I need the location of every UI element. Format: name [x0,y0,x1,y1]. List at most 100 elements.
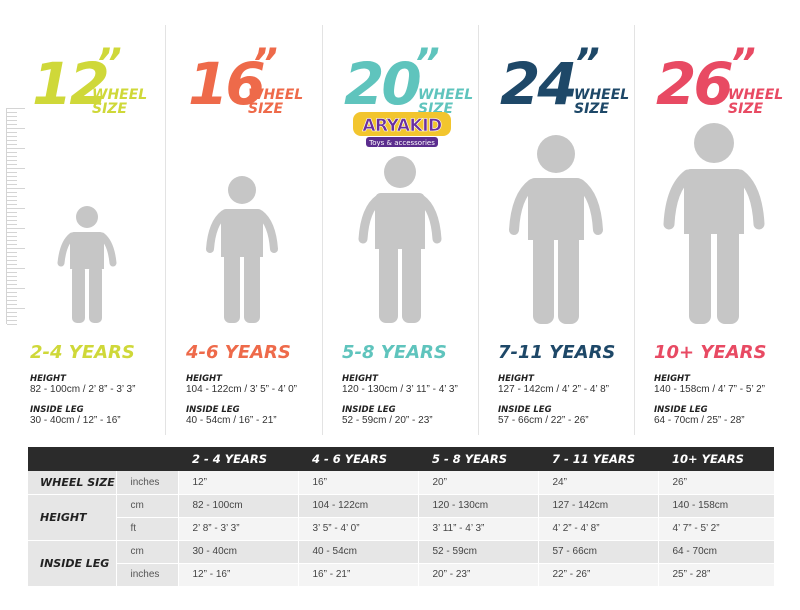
table-cell: 16” [298,471,419,495]
ruler-tick [7,212,17,213]
row-label-inside-leg: INSIDE LEG [28,540,117,587]
inside-leg-label: INSIDE LEG [186,405,240,415]
height-ruler [6,108,28,325]
inside-leg-label: INSIDE LEG [654,405,708,415]
ruler-tick [7,152,17,153]
ruler-tick [7,296,17,297]
inside-leg-value: 40 - 54cm / 16” - 21” [186,415,277,426]
height-value: 82 - 100cm / 2’ 8” - 3’ 3” [30,384,136,395]
ruler-tick [7,252,17,253]
size-word: SIZE [728,101,764,117]
table-cell: 30 - 40cm [178,540,299,564]
age-range: 2-4 YEARS [30,342,135,363]
ruler-tick [7,220,17,221]
table-row: ft 2’ 8” - 3’ 3” 3’ 5” - 4’ 0” 3’ 11” - … [28,517,775,541]
ruler-tick [7,184,17,185]
ruler-tick [7,128,25,129]
height-label: HEIGHT [498,374,534,384]
table-cell: 2’ 8” - 3’ 3” [178,517,299,541]
inside-leg-label: INSIDE LEG [30,405,84,415]
wheel-word: WHEEL [574,87,630,103]
ruler-tick [7,200,17,201]
child-figure-icon [660,122,768,326]
wheel-size-number: 24 [500,50,578,118]
table-cell: 20” - 23” [418,563,539,587]
ruler-tick [7,288,25,289]
svg-text:Toys & accessories: Toys & accessories [368,139,435,147]
inside-leg-value: 52 - 59cm / 20” - 23” [342,415,433,426]
table-cell: 12” [178,471,299,495]
ruler-tick [7,172,17,173]
ruler-tick [7,248,25,249]
table-cell: 24” [538,471,659,495]
ruler-tick [7,300,17,301]
ruler-tick [7,192,17,193]
table-cell: 104 - 122cm [298,494,419,518]
column-header: 5 - 8 YEARS [418,447,538,471]
inside-leg-label: INSIDE LEG [342,405,396,415]
table-cell: 16” - 21” [298,563,419,587]
wheel-word: WHEEL [728,87,784,103]
table-cell: 120 - 130cm [418,494,539,518]
wheel-size-number: 26 [656,50,734,118]
svg-text:ARYAKID: ARYAKID [362,116,442,136]
ruler-tick [7,232,17,233]
wheel-word: WHEEL [92,87,148,103]
column-divider [322,25,323,435]
ruler-tick [7,112,17,113]
table-header-row: 2 - 4 YEARS 4 - 6 YEARS 5 - 8 YEARS 7 - … [28,447,774,471]
inside-leg-value: 57 - 66cm / 22” - 26” [498,415,589,426]
ruler-tick [7,264,17,265]
wheel-size-number: 20 [344,50,422,118]
unit-cell: inches [116,563,179,587]
wheel-column-16: 16 ” WHEEL SIZE 4-6 YEARS HEIGHT 104 - 1… [178,20,328,440]
height-label: HEIGHT [342,374,378,384]
wheel-word: WHEEL [418,87,474,103]
table-row: WHEEL SIZE inches 12” 16” 20” 24” 26” [28,471,775,495]
ruler-tick [7,316,17,317]
column-divider [165,25,166,435]
ruler-tick [7,160,17,161]
height-value: 120 - 130cm / 3’ 11” - 4’ 3” [342,384,458,395]
table-cell: 140 - 158cm [658,494,775,518]
wheel-size-heading: 16 ” WHEEL SIZE [178,42,328,122]
ruler-tick [7,136,17,137]
height-label: HEIGHT [30,374,66,384]
age-range: 4-6 YEARS [186,342,291,363]
size-word: SIZE [574,101,610,117]
ruler-tick [7,240,17,241]
wheel-word: WHEEL [248,87,304,103]
child-figure-icon [203,175,281,325]
column-divider [634,25,635,435]
inside-leg-value: 64 - 70cm / 25” - 28” [654,415,745,426]
ruler-tick [7,268,25,269]
height-value: 104 - 122cm / 3’ 5” - 4’ 0” [186,384,297,395]
wheel-size-heading: 20 ” WHEEL SIZE [334,42,484,122]
height-value: 140 - 158cm / 4’ 7” - 5’ 2” [654,384,765,395]
wheel-size-number: 16 [188,50,266,118]
ruler-tick [7,132,17,133]
table-cell: 22” - 26” [538,563,659,587]
unit-cell: inches [116,471,179,495]
ruler-tick [7,236,17,237]
wheel-column-26: 26 ” WHEEL SIZE 10+ YEARS HEIGHT 140 - 1… [646,20,796,440]
ruler-tick [7,180,17,181]
table-cell: 25” - 28” [658,563,775,587]
unit-cell: cm [116,540,179,564]
wheel-column-24: 24 ” WHEEL SIZE 7-11 YEARS HEIGHT 127 - … [490,20,640,440]
ruler-tick [7,208,25,209]
wheel-size-heading: 24 ” WHEEL SIZE [490,42,640,122]
ruler-tick [7,280,17,281]
child-figure-icon [55,205,119,325]
table-cell: 3’ 5” - 4’ 0” [298,517,419,541]
ruler-tick [7,276,17,277]
column-header: 7 - 11 YEARS [538,447,658,471]
ruler-tick [7,244,17,245]
ruler-tick [7,156,17,157]
ruler-tick [7,224,17,225]
table-cell: 20” [418,471,539,495]
inch-mark: ” [414,41,440,87]
column-header: 10+ YEARS [658,447,774,471]
inch-mark: ” [252,41,278,87]
ruler-tick [7,108,25,109]
